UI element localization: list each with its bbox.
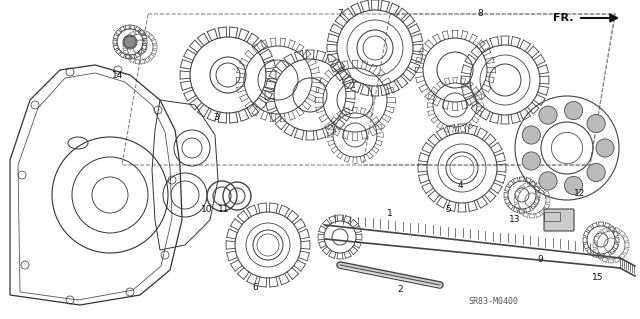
Text: 5: 5 bbox=[445, 205, 451, 214]
Circle shape bbox=[124, 36, 136, 48]
Text: SR83-M0400: SR83-M0400 bbox=[468, 297, 518, 306]
Text: 1: 1 bbox=[387, 209, 393, 218]
Circle shape bbox=[539, 172, 557, 190]
Circle shape bbox=[587, 115, 605, 133]
Circle shape bbox=[564, 176, 582, 195]
Text: 8: 8 bbox=[477, 10, 483, 19]
Text: 9: 9 bbox=[537, 256, 543, 264]
Text: 13: 13 bbox=[509, 216, 521, 225]
Text: 14: 14 bbox=[112, 70, 124, 79]
Text: 15: 15 bbox=[592, 273, 604, 283]
Text: 12: 12 bbox=[574, 189, 586, 197]
Circle shape bbox=[596, 139, 614, 157]
Text: 4: 4 bbox=[457, 181, 463, 189]
Text: FR.: FR. bbox=[554, 13, 574, 23]
Circle shape bbox=[539, 106, 557, 124]
Text: 3: 3 bbox=[213, 114, 219, 122]
Circle shape bbox=[522, 152, 540, 170]
Text: 6: 6 bbox=[252, 283, 258, 292]
Circle shape bbox=[522, 126, 540, 144]
FancyBboxPatch shape bbox=[544, 209, 574, 231]
Text: 11: 11 bbox=[218, 205, 230, 214]
Text: 2: 2 bbox=[397, 286, 403, 294]
Circle shape bbox=[587, 163, 605, 182]
Text: 10: 10 bbox=[201, 205, 212, 214]
Circle shape bbox=[564, 101, 582, 120]
Text: 7: 7 bbox=[337, 10, 343, 19]
